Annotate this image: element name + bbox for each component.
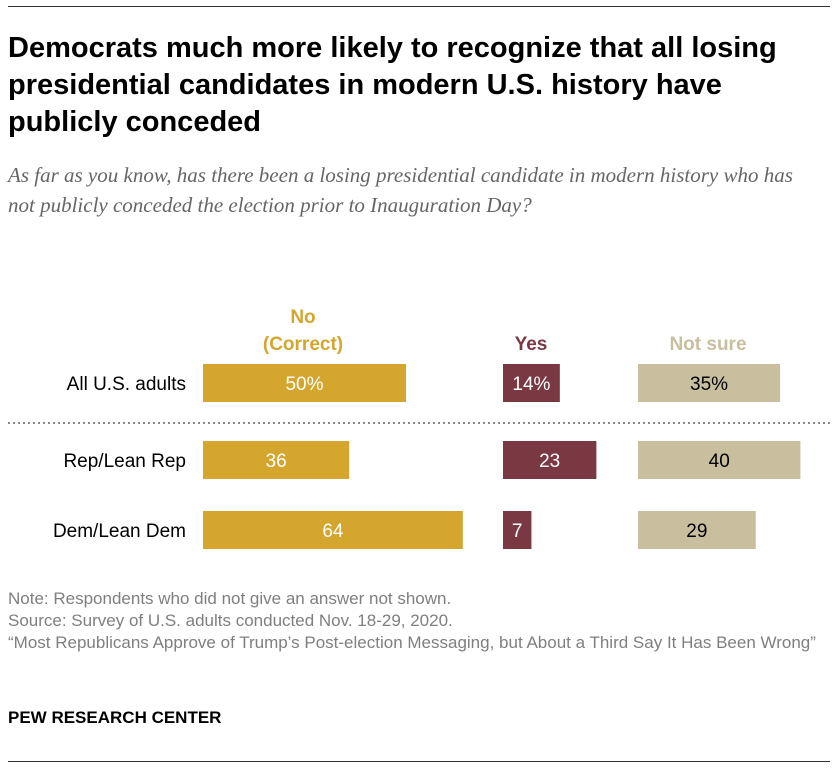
bar-label-2-0: 35%: [690, 374, 728, 395]
series-header-0-line-1: (Correct): [263, 334, 343, 355]
category-label-0: All U.S. adults: [67, 374, 186, 395]
category-label-1: Rep/Lean Rep: [63, 451, 186, 472]
series-header-0-line-0: No: [290, 307, 315, 328]
bar-label-2-1: 40: [709, 451, 730, 472]
top-rule: [8, 6, 830, 7]
note-text: Note: Respondents who did not give an an…: [8, 588, 828, 610]
bar-label-1-2: 7: [512, 521, 523, 542]
bar-label-1-1: 23: [539, 451, 560, 472]
chart-subtitle: As far as you know, has there been a los…: [8, 160, 808, 220]
bar-label-1-0: 14%: [512, 374, 550, 395]
notes: Note: Respondents who did not give an an…: [8, 588, 828, 654]
brand-logo-text: PEW RESEARCH CENTER: [8, 708, 221, 728]
bar-label-2-2: 29: [686, 521, 707, 542]
bar-chart: No (Correct) Yes Not sure All U.S. adults Rep…: [0, 290, 838, 570]
source-text: Source: Survey of U.S. adults conducted …: [8, 610, 828, 632]
bar-label-0-1: 36: [266, 451, 287, 472]
series-header-2-line-0: Not sure: [669, 334, 746, 355]
bar-label-0-2: 64: [322, 521, 344, 542]
report-title-text: “Most Republicans Approve of Trump’s Pos…: [8, 632, 828, 654]
bottom-rule: [8, 761, 830, 762]
bar-label-0-0: 50%: [285, 374, 323, 395]
series-header-1-line-0: Yes: [515, 334, 548, 355]
category-label-2: Dem/Lean Dem: [53, 521, 186, 542]
chart-title: Democrats much more likely to recognize …: [8, 30, 823, 141]
